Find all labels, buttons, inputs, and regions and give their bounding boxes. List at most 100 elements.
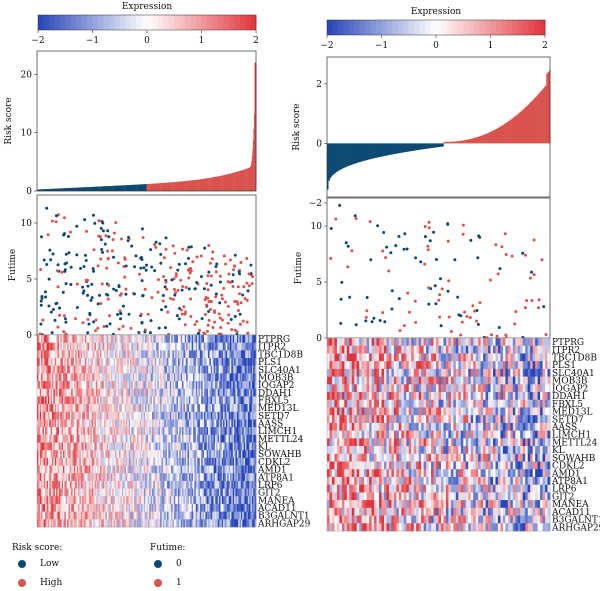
left-heat-cell [50,381,53,390]
left-heat-cell [157,342,160,351]
left-heat-cell [89,373,91,382]
left-heat-cell [234,335,236,344]
left-heat-cell [229,388,232,397]
left-heat-cell [115,450,117,459]
left-heat-cell [187,350,190,359]
left-heat-cell [247,365,250,374]
left-heat-cell [202,342,205,351]
left-heat-cell [108,465,110,474]
left-heat-cell [193,503,195,512]
left-futime-point [205,303,209,307]
left-heat-cell [134,381,136,390]
left-heat-cell [151,434,154,443]
left-heat-cell [138,519,141,528]
left-heat-cell [242,457,245,466]
right-risk-bar [360,143,362,162]
left-futime-point [195,255,199,259]
left-heat-cell [156,511,158,520]
left-heat-cell [120,473,123,482]
left-heat-cell [78,335,80,344]
left-heat-cell [78,488,80,497]
left-risk-bar [185,181,186,191]
left-heat-cell [251,511,254,520]
left-risk-bar [236,171,238,191]
left-risk-bar [98,186,100,191]
left-heat-cell [60,411,62,420]
left-heat-cell [253,411,255,420]
left-heat-cell [145,350,147,359]
left-heat-cell [224,427,227,436]
left-heat-cell [58,457,61,466]
left-heat-cell [209,480,212,489]
left-heat-cell [202,381,205,390]
left-heat-cell [125,411,128,420]
left-heat-cell [57,503,60,512]
left-heat-cell [61,365,64,374]
left-heat-cell [229,465,232,474]
left-heat-cell [127,373,130,382]
left-risk-bar [66,188,68,191]
left-heat-cell [87,427,90,436]
left-heat-cell [41,473,43,482]
left-heat-cell [247,465,250,474]
left-futime-point [123,275,127,279]
left-heat-cell [101,496,104,505]
left-heat-cell [67,450,69,459]
left-heat-cell [202,457,205,466]
left-heat-cell [84,419,87,428]
left-heat-cell [168,503,171,512]
left-heat-cell [149,335,151,344]
left-heat-cell [128,404,131,413]
left-futime-point [124,292,128,296]
left-heat-cell [135,381,138,390]
left-heat-cell [91,465,94,474]
left-heat-cell [231,419,234,428]
left-heat-cell [82,503,84,512]
left-colorbar-tick-label: −2 [31,36,44,46]
left-heat-cell [217,511,220,520]
left-heat-cell [228,465,231,474]
right-risk-bar [374,143,376,159]
left-heat-cell [76,365,79,374]
left-heat-cell [135,358,138,367]
left-heat-cell [219,511,221,520]
left-risk-bar [168,182,170,191]
left-heat-cell [50,350,53,359]
left-heat-cell [57,442,60,451]
left-heat-cell [198,480,201,489]
left-heat-cell [67,342,69,351]
left-heat-cell [225,465,228,474]
left-heat-cell [127,358,130,367]
left-heat-cell [234,419,236,428]
left-futime-point [172,287,176,291]
left-heat-cell [67,442,69,451]
left-heat-cell [210,350,213,359]
left-heat-cell [80,511,83,520]
left-heat-cell [79,411,82,420]
left-heat-cell [53,404,56,413]
left-heat-cell [184,365,187,374]
left-heat-cell [110,373,113,382]
right-risk-bar [377,143,380,158]
left-heat-cell [117,404,120,413]
left-heat-cell [234,388,236,397]
left-heat-cell [243,473,246,482]
left-heat-cell [127,450,130,459]
left-heat-cell [134,480,136,489]
left-heat-cell [149,381,151,390]
left-heat-cell [240,358,243,367]
left-heat-cell [243,434,246,443]
left-risk-bar [193,180,195,191]
left-heat-cell [50,473,53,482]
left-heat-cell [247,373,250,382]
left-heat-cell [82,350,84,359]
left-futime-point [45,206,49,210]
left-heat-cell [183,358,186,367]
left-heat-cell [177,480,180,489]
left-heat-cell [108,342,110,351]
left-heat-cell [212,442,214,451]
left-heat-cell [128,419,131,428]
left-heat-cell [58,488,61,497]
right-risk-bar [382,143,385,157]
left-heat-cell [172,442,175,451]
